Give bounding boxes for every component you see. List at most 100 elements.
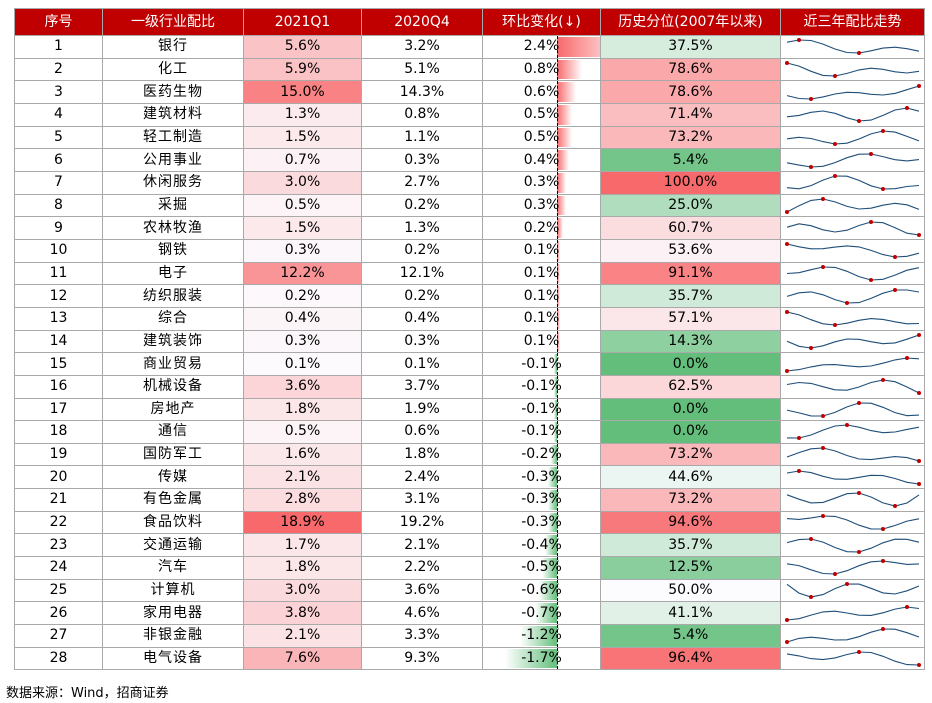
cell-industry: 轻工制造 [102,125,244,150]
sparkline-marker [905,604,909,609]
table-row: 21 有色金属 2.8% 3.1% -0.3% 73.2% [14,488,925,512]
trend-sparkline [786,400,920,418]
sparkline-marker [833,323,837,328]
table-row: 17 房地产 1.8% 1.9% -0.1% 0.0% [14,397,925,422]
cell-change: -0.3% [482,510,601,535]
sparkline-marker [809,164,813,169]
table-row: 18 通信 0.5% 0.6% -0.1% 0.0% [14,420,925,444]
cell-2021q1: 2.8% [243,488,362,512]
trend-sparkline [785,627,920,645]
change-axis [557,353,558,375]
sparkline-marker [893,504,897,509]
cell-no: 10 [14,238,103,263]
cell-change: -0.1% [482,397,601,422]
change-value: 0.3% [523,196,560,213]
sparkline-marker [917,83,921,88]
cell-percentile: 0.0% [600,397,781,422]
change-axis [557,466,558,488]
sparkline-path [786,130,920,145]
sparkline-marker [797,468,801,473]
sparkline-marker [881,378,885,383]
change-axis [557,648,558,669]
cell-change: -1.2% [482,624,601,648]
change-value: 0.5% [523,106,560,123]
cell-2020q4: 1.8% [361,442,483,467]
sparkline-path [786,447,920,462]
cell-no: 23 [14,533,103,558]
cell-percentile: 5.4% [600,148,781,172]
header-row: 序号 一级行业配比 2021Q1 2020Q4 环比变化(↓) 历史分位(200… [14,8,925,36]
trend-sparkline [786,219,921,237]
cell-change: 0.5% [482,102,601,127]
cell-2020q4: 0.2% [361,193,483,218]
cell-2020q4: 2.2% [361,556,483,580]
sparkline-marker [857,650,861,655]
cell-change: -0.1% [482,352,601,376]
cell-2021q1: 0.2% [243,284,362,308]
table-row: 25 计算机 3.0% 3.6% -0.6% 50.0% [14,578,925,603]
trend-sparkline [785,310,920,328]
change-bar [557,172,567,193]
cell-percentile: 41.1% [600,601,781,626]
cell-trend [780,420,925,444]
sparkline-path [786,198,920,213]
cell-2021q1: 1.5% [243,216,362,240]
header-percentile: 历史分位(2007年以来) [600,8,781,36]
trend-sparkline [786,287,920,305]
change-bar [557,150,570,170]
sparkline-path [786,606,920,621]
sparkline-marker [857,400,861,405]
cell-2021q1: 0.3% [243,238,362,263]
cell-percentile: 50.0% [600,578,781,603]
cell-trend [780,442,925,467]
change-bar [550,444,557,465]
cell-industry: 钢铁 [102,238,244,263]
trend-sparkline [786,582,920,600]
cell-industry: 传媒 [102,465,244,490]
cell-2020q4: 0.3% [361,329,483,354]
change-bar [547,467,557,488]
sparkline-path [786,221,920,236]
change-value: -0.1% [521,423,562,440]
table-row: 27 非银金融 2.1% 3.3% -1.2% 5.4% [14,624,925,648]
table-row: 1 银行 5.6% 3.2% 2.4% 37.5% [14,35,925,59]
cell-2021q1: 3.0% [243,578,362,603]
sparkline-marker [797,38,801,43]
change-axis [557,444,558,465]
sparkline-path [786,583,920,598]
change-value: -0.3% [521,514,562,531]
change-bar [520,626,557,646]
cell-trend [780,488,925,512]
change-value: -0.1% [521,378,562,395]
cell-trend [780,170,925,195]
table-row: 20 传媒 2.1% 2.4% -0.3% 44.6% [14,465,925,490]
cell-percentile: 91.1% [600,261,781,286]
table-row: 24 汽车 1.8% 2.2% -0.5% 12.5% [14,556,925,580]
change-bar [557,263,561,284]
change-axis [557,580,558,601]
cell-no: 9 [14,216,103,240]
cell-industry: 农林牧渔 [102,216,244,240]
sparkline-marker [821,413,825,418]
cell-no: 21 [14,488,103,512]
cell-2021q1: 3.8% [243,601,362,626]
trend-sparkline [786,151,920,169]
cell-no: 15 [14,352,103,376]
cell-trend [780,238,925,263]
sparkline-marker [833,73,837,78]
cell-change: -0.4% [482,533,601,558]
cell-trend [780,646,925,671]
cell-percentile: 0.0% [600,352,781,376]
cell-2020q4: 14.3% [361,80,483,104]
sparkline-path [786,243,920,258]
sparkline-marker [785,310,789,315]
change-bar [553,422,557,442]
cell-percentile: 78.6% [600,57,781,82]
header-trend: 近三年配比走势 [780,8,925,36]
cell-no: 13 [14,306,103,331]
table-row: 15 商业贸易 0.1% 0.1% -0.1% 0.0% [14,352,925,376]
change-value: -1.7% [521,650,562,667]
sparkline-marker [905,355,909,360]
cell-change: -0.3% [482,465,601,490]
change-bar [547,512,557,533]
